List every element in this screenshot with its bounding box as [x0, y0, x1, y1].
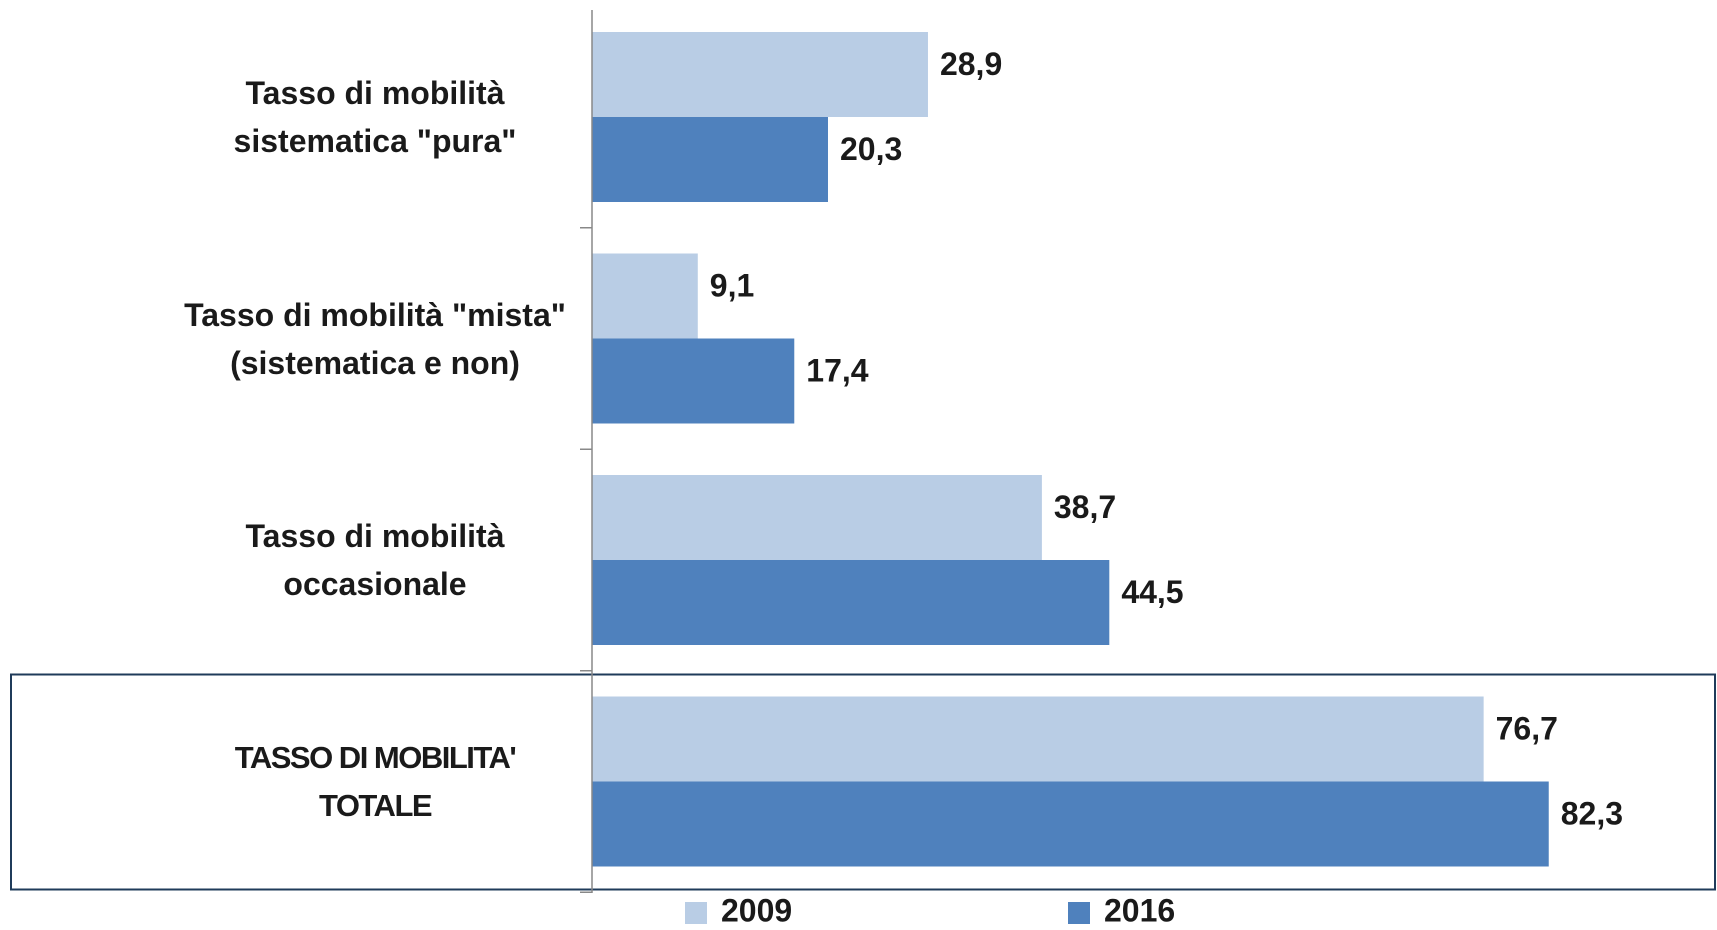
bar: [592, 32, 928, 117]
legend-label: 2009: [721, 892, 792, 928]
bar: [592, 781, 1549, 867]
value-label: 44,5: [1121, 574, 1183, 610]
bar: [592, 338, 795, 424]
value-label: 9,1: [710, 267, 754, 303]
value-label: 17,4: [806, 352, 868, 388]
value-label: 20,3: [840, 131, 902, 167]
value-label: 82,3: [1561, 795, 1623, 831]
category-label: Tasso di mobilità occasionale: [245, 518, 505, 602]
value-label: 38,7: [1054, 489, 1116, 525]
legend-swatch: [685, 902, 707, 924]
category-label: TASSO DI MOBILITA' TOTALE: [234, 739, 517, 823]
value-label: 28,9: [940, 46, 1002, 82]
legend-swatch: [1068, 902, 1090, 924]
bar: [592, 253, 698, 339]
bar: [592, 560, 1110, 645]
category-label: Tasso di mobilità sistematica "pura": [233, 75, 517, 159]
bar: [592, 696, 1484, 782]
legend-label: 2016: [1104, 892, 1175, 928]
category-label: Tasso di mobilità "mista" (sistematica e…: [184, 296, 566, 381]
bar: [592, 475, 1042, 560]
bar: [592, 117, 828, 202]
value-label: 76,7: [1496, 710, 1558, 746]
highlight-box: [10, 673, 1716, 891]
